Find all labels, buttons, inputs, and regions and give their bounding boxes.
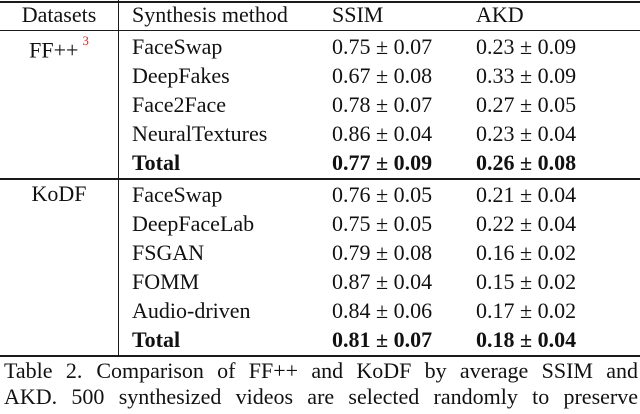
table-cell-akd: 0.17 ± 0.02 xyxy=(476,298,577,323)
caption-label: Table 2. xyxy=(4,358,83,383)
table-cell-ssim: 0.84 ± 0.06 xyxy=(332,298,433,323)
table-cell-method: FOMM xyxy=(132,269,200,294)
table-cell-method: NeuralTextures xyxy=(132,121,268,146)
table-cell-method: DeepFakes xyxy=(132,63,230,88)
table-cell-method: FaceSwap xyxy=(132,34,223,59)
total-akd: 0.18 ± 0.04 xyxy=(476,327,577,352)
table-cell-ssim: 0.76 ± 0.05 xyxy=(332,182,433,207)
header-rule xyxy=(0,30,640,31)
caption-line-1: Table 2. Comparison of FF++ and KoDF by a… xyxy=(4,358,638,384)
group-divider-rule xyxy=(0,178,640,180)
total-label: Total xyxy=(132,327,181,352)
header-synthesis-method: Synthesis method xyxy=(132,2,288,27)
header-datasets: Datasets xyxy=(21,2,97,27)
table-cell-akd: 0.27 ± 0.05 xyxy=(476,92,577,117)
table-cell-ssim: 0.67 ± 0.08 xyxy=(332,63,433,88)
table-caption: Table 2. Comparison of FF++ and KoDF by a… xyxy=(4,358,638,410)
table-cell-akd: 0.33 ± 0.09 xyxy=(476,63,577,88)
dataset-ffpp: FF++ 3 xyxy=(0,32,118,63)
table-cell-akd: 0.23 ± 0.04 xyxy=(476,121,577,146)
table-cell-akd: 0.23 ± 0.09 xyxy=(476,34,577,59)
table-cell-ssim: 0.75 ± 0.05 xyxy=(332,211,433,236)
table-cell-method: FSGAN xyxy=(132,240,205,265)
table-cell-ssim: 0.87 ± 0.04 xyxy=(332,269,433,294)
table-cell-method: DeepFaceLab xyxy=(132,211,255,236)
table-cell-akd: 0.22 ± 0.04 xyxy=(476,211,577,236)
caption-line-2: AKD. 500 synthesized videos are selected… xyxy=(4,384,638,409)
total-ssim: 0.81 ± 0.07 xyxy=(332,327,433,352)
dataset-kodf: KoDF xyxy=(31,181,87,206)
total-label: Total xyxy=(132,150,181,175)
table-cell-method: Face2Face xyxy=(132,92,227,117)
total-ssim: 0.77 ± 0.09 xyxy=(332,150,433,175)
total-akd: 0.26 ± 0.08 xyxy=(476,150,577,175)
table-cell-ssim: 0.78 ± 0.07 xyxy=(332,92,433,117)
header-akd: AKD xyxy=(476,2,524,27)
table-cell-method: FaceSwap xyxy=(132,182,223,207)
footnote-marker[interactable]: 3 xyxy=(82,33,89,48)
table-cell-akd: 0.16 ± 0.02 xyxy=(476,240,577,265)
bottom-rule xyxy=(0,355,640,357)
caption-text-1: Comparison of FF++ and KoDF by average S… xyxy=(96,358,638,383)
table-cell-akd: 0.21 ± 0.04 xyxy=(476,182,577,207)
header-ssim: SSIM xyxy=(332,2,384,27)
column-divider xyxy=(118,0,119,357)
dataset-label: FF++ xyxy=(29,37,79,63)
table-cell-method: Audio-driven xyxy=(132,298,251,323)
table-cell-ssim: 0.79 ± 0.08 xyxy=(332,240,433,265)
top-rule xyxy=(0,1,640,3)
table-cell-ssim: 0.75 ± 0.07 xyxy=(332,34,433,59)
table-cell-akd: 0.15 ± 0.02 xyxy=(476,269,577,294)
table-cell-ssim: 0.86 ± 0.04 xyxy=(332,121,433,146)
